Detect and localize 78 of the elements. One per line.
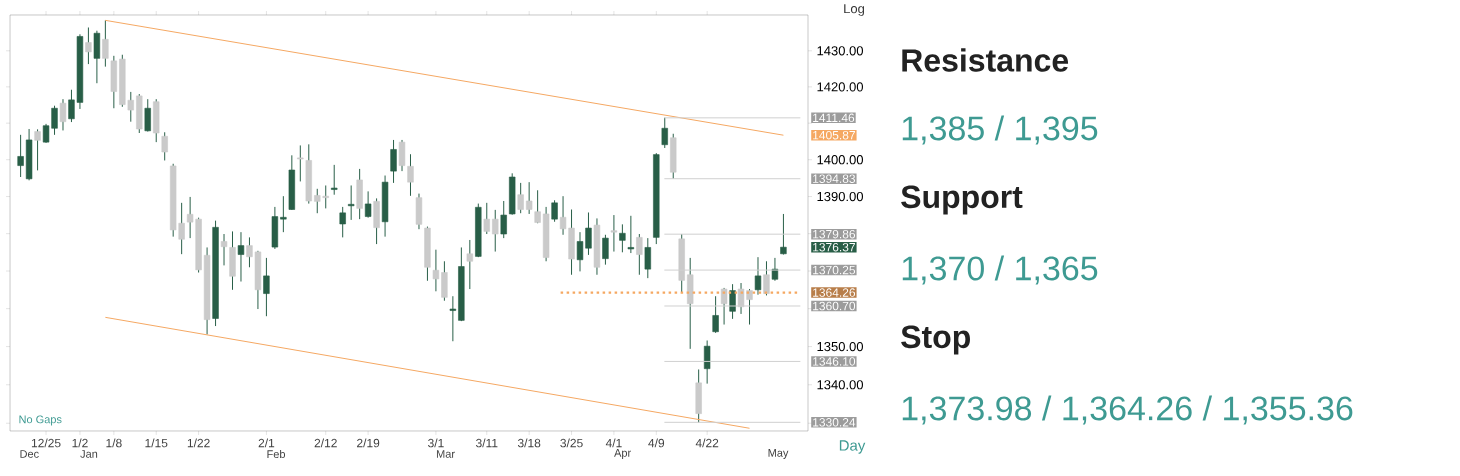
candlestick [712, 295, 719, 334]
text: 1376.37 [813, 242, 855, 252]
x-tick-label: 1/2 [72, 438, 88, 448]
x-tick-label: 1/8 [106, 438, 122, 448]
x-tick-label: 4/1 [605, 438, 622, 448]
y-tick-label: 1400.00 [817, 155, 864, 165]
x-tick-label: 1/15 [145, 438, 168, 448]
candlestick [297, 144, 304, 182]
text: Resistance [902, 48, 1069, 72]
x-tick-label: 3/1 [428, 438, 444, 448]
candlestick [263, 257, 270, 317]
candlestick [703, 339, 711, 385]
candlestick [551, 199, 558, 223]
ref-line-label: 1394.83 [813, 174, 856, 183]
text: Apr [614, 449, 631, 459]
annotation: No Gaps [19, 415, 62, 426]
candlestick [602, 234, 609, 266]
candlestick [644, 237, 651, 279]
y-tick-label: 1340.00 [817, 380, 864, 390]
candlestick [347, 184, 355, 221]
candlestick [280, 195, 287, 233]
candlestick [627, 215, 635, 254]
candlestick [331, 164, 338, 196]
x-tick-label: 2/1 [258, 438, 275, 448]
candlestick [161, 131, 168, 161]
candlestick [729, 283, 736, 320]
ref-line-label: 1370.25 [813, 265, 856, 275]
candlestick [610, 214, 618, 253]
text: Dec [20, 450, 39, 458]
candlestick [407, 153, 414, 197]
x-tick-label: 3/25 [560, 438, 583, 448]
candlestick [364, 190, 372, 219]
text: Mar [436, 450, 455, 458]
text: Support [901, 185, 1023, 215]
candlestick [390, 139, 397, 184]
candlestick [17, 134, 24, 178]
candlestick [144, 98, 151, 133]
candlestick [432, 249, 440, 292]
ref-line-label: 1364.26 [813, 288, 856, 297]
y-tick-label: 1420.00 [817, 82, 864, 92]
ref-line-label: 1330.24 [813, 418, 856, 427]
candlestick [525, 181, 533, 215]
candlestick [780, 213, 787, 256]
y-tick-label: 1430.00 [817, 46, 864, 56]
text: Day [839, 440, 866, 454]
text: 1405.87 [813, 130, 855, 140]
text: Stop [901, 325, 970, 355]
candlestick [754, 256, 762, 296]
ref-line-label: 1411.46 [813, 113, 855, 123]
x-tick-label: 4/9 [648, 438, 665, 448]
y-tick-label: 1390.00 [817, 191, 864, 202]
candlestick [661, 117, 668, 149]
x-tick-label: 12/25 [31, 438, 61, 448]
candlestick [102, 19, 109, 68]
ref-line-label: 1346.10 [813, 357, 856, 366]
text: 1,370 / 1,365 [902, 255, 1098, 285]
candlestick [237, 231, 245, 283]
x-tick-label: 3/18 [517, 438, 541, 448]
x-tick-label: 4/22 [695, 438, 719, 448]
text: 1,373.98 / 1,364.26 / 1,355.36 [902, 395, 1353, 425]
x-tick-label: 2/19 [357, 438, 380, 448]
candlestick [534, 189, 541, 224]
text: Jan [80, 450, 98, 458]
candlestick [500, 200, 507, 239]
x-tick-label: 3/11 [476, 438, 498, 448]
x-tick-label: 2/12 [314, 438, 337, 448]
text: Feb [267, 449, 286, 459]
text: 1,385 / 1,395 [902, 115, 1098, 145]
text: May [768, 449, 789, 459]
x-tick-label: 1/22 [187, 438, 210, 448]
candlestick [339, 206, 346, 238]
text: Log [844, 4, 865, 16]
y-tick-label: 1350.00 [817, 341, 864, 352]
ref-line-label: 1379.86 [813, 229, 856, 239]
ref-line-label: 1360.70 [813, 301, 856, 311]
candlestick [619, 223, 626, 253]
candlestick [449, 295, 457, 342]
candlestick [466, 239, 473, 290]
